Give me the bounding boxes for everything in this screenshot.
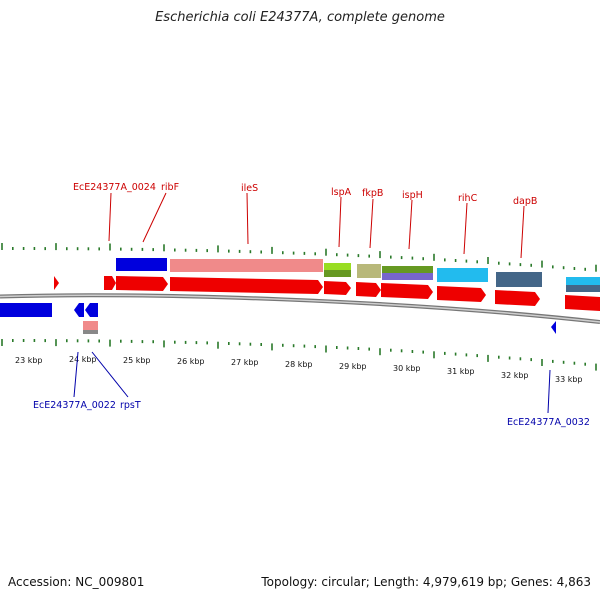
feature-box-lspA-top bbox=[324, 263, 351, 270]
forward-cds bbox=[170, 277, 323, 294]
gene-label-fkpB: fkpB bbox=[362, 188, 383, 199]
feature-box-ispH-bot bbox=[382, 273, 433, 280]
feature-box-right-top bbox=[566, 277, 600, 285]
reverse-cds bbox=[74, 303, 84, 317]
page-title: Escherichia coli E24377A, complete genom… bbox=[155, 10, 445, 25]
scale-label: 32 kbp bbox=[501, 371, 529, 380]
gene-label-EcE24377A_0022: EcE24377A_0022 bbox=[33, 400, 116, 411]
scale-label: 31 kbp bbox=[447, 367, 475, 376]
forward-cds bbox=[381, 283, 433, 299]
reverse-cds-track bbox=[0, 303, 556, 334]
feature-box-blue bbox=[116, 258, 167, 271]
accession-text: Accession: NC_009801 bbox=[8, 575, 145, 589]
gene-label-ribF: ribF bbox=[161, 182, 179, 193]
topology-text: Topology: circular; Length: 4,979,619 bp… bbox=[261, 575, 591, 589]
outer-tick-track bbox=[1, 243, 597, 272]
gene-label-EcE24377A_0032: EcE24377A_0032 bbox=[507, 417, 590, 428]
reverse-cds bbox=[85, 303, 98, 317]
forward-cds bbox=[565, 295, 600, 311]
gene-label-ispH: ispH bbox=[402, 190, 423, 201]
forward-cds-track bbox=[54, 276, 600, 311]
scale-label: 24 kbp bbox=[69, 355, 97, 364]
gene-label-EcE24377A_0024: EcE24377A_0024 bbox=[73, 182, 156, 193]
gene-label-ileS: ileS bbox=[241, 183, 258, 194]
reverse-cds bbox=[0, 303, 52, 317]
scale-label: 26 kbp bbox=[177, 357, 205, 366]
gene-label-rpsT: rpsT bbox=[120, 400, 141, 411]
forward-cds bbox=[356, 282, 381, 297]
forward-cds bbox=[437, 286, 486, 302]
forward-gene-labels: EcE24377A_0024 ribF ileS lspA fkpB ispH … bbox=[73, 182, 537, 259]
inner-tick-track bbox=[1, 339, 597, 371]
feature-box-lspA-bot bbox=[324, 270, 351, 277]
feature-box-ileS bbox=[170, 259, 323, 272]
feature-box-rihC bbox=[437, 268, 488, 282]
scale-label: 25 kbp bbox=[123, 356, 151, 365]
forward-cds bbox=[54, 276, 59, 290]
forward-cds bbox=[495, 290, 540, 306]
feature-box-dapB bbox=[496, 272, 542, 287]
scale-label: 30 kbp bbox=[393, 364, 421, 373]
forward-cds bbox=[116, 276, 168, 291]
feature-box-ispH-top bbox=[382, 266, 433, 273]
scale-label: 27 kbp bbox=[231, 358, 259, 367]
gene-label-dapB: dapB bbox=[513, 196, 537, 207]
gene-label-lspA: lspA bbox=[331, 187, 352, 198]
forward-cds bbox=[104, 276, 116, 290]
feature-box-right-bot bbox=[566, 285, 600, 292]
scale-label: 33 kbp bbox=[555, 375, 583, 384]
scale-labels: 23 kbp 24 kbp 25 kbp 26 kbp 27 kbp 28 kb… bbox=[15, 355, 583, 384]
gene-label-rihC: rihC bbox=[458, 193, 478, 204]
reverse-gene-labels: EcE24377A_0022 rpsT EcE24377A_0032 bbox=[33, 351, 590, 428]
reverse-cds bbox=[551, 321, 556, 334]
scale-label: 23 kbp bbox=[15, 356, 43, 365]
scale-label: 29 kbp bbox=[339, 362, 367, 371]
scale-label: 28 kbp bbox=[285, 360, 313, 369]
feature-box-fkpB bbox=[357, 264, 381, 278]
feature-track bbox=[116, 258, 600, 292]
reverse-feature-box bbox=[83, 321, 98, 330]
forward-cds bbox=[324, 281, 351, 295]
